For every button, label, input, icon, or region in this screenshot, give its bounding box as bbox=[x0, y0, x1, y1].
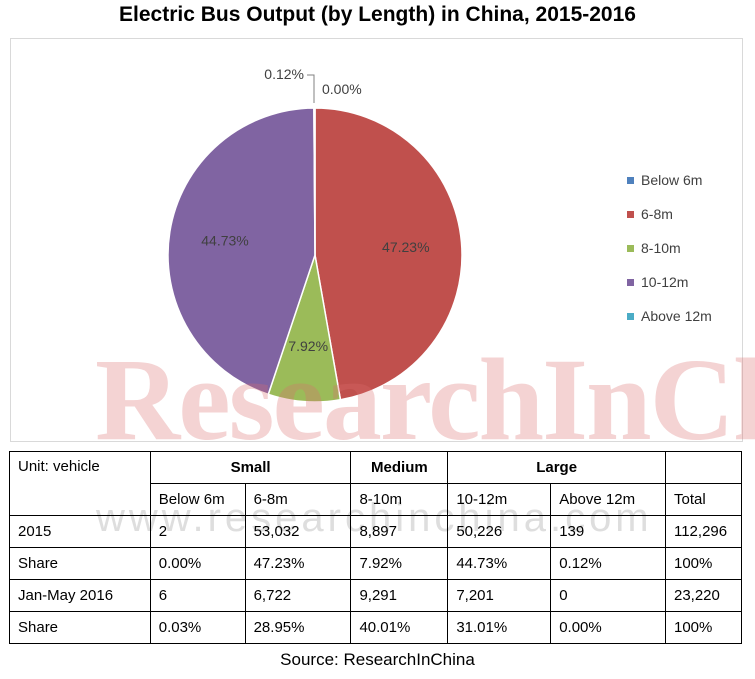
table-row: 2015 2 53,032 8,897 50,226 139 112,296 bbox=[9, 515, 743, 548]
table-cell: 112,296 bbox=[664, 515, 743, 548]
table-cell: 8,897 bbox=[350, 515, 449, 548]
legend-label: 8-10m bbox=[641, 240, 681, 256]
legend-swatch bbox=[627, 279, 634, 286]
table-cell: 0.12% bbox=[550, 547, 666, 580]
pie-slices bbox=[167, 107, 463, 403]
group-empty bbox=[664, 451, 743, 484]
pie-slice-10-12m bbox=[167, 107, 316, 396]
table-cell: 7.92% bbox=[350, 547, 449, 580]
table-cell: 44.73% bbox=[447, 547, 552, 580]
table-cell: 9,291 bbox=[350, 579, 449, 612]
legend-label: 10-12m bbox=[641, 274, 688, 290]
leader-lines bbox=[307, 74, 315, 103]
legend: Below 6m 6-8m 8-10m 10-12m Above 12m bbox=[627, 172, 712, 324]
table-cell: 0.00% bbox=[550, 611, 666, 644]
header-8-10m: 8-10m bbox=[350, 483, 449, 516]
leader-line bbox=[307, 74, 315, 103]
table-header-row: Below 6m 6-8m 8-10m 10-12m Above 12m Tot… bbox=[10, 483, 743, 516]
table-cell: 6 bbox=[149, 579, 246, 612]
table-cell: 139 bbox=[550, 515, 666, 548]
legend-swatch bbox=[627, 211, 634, 218]
chart-area: 0.00% 47.23% 7.92% 44.73% 0.12% Below 6m 6-8m… bbox=[10, 38, 743, 442]
group-large: Large bbox=[447, 451, 666, 484]
table-group-row: Unit: vehicle Small Medium Large bbox=[9, 451, 743, 516]
source-note: Source: ResearchInChina bbox=[280, 650, 475, 669]
table-cell: 50,226 bbox=[447, 515, 552, 548]
table-cell: 23,220 bbox=[664, 579, 743, 612]
table-cell: 47.23% bbox=[244, 547, 352, 580]
group-medium: Medium bbox=[350, 451, 449, 484]
legend-swatch bbox=[627, 313, 634, 320]
table-cell: 40.01% bbox=[350, 611, 449, 644]
table-cell: 100% bbox=[664, 547, 743, 580]
legend-label: Below 6m bbox=[641, 172, 702, 188]
table-cell: 28.95% bbox=[244, 611, 352, 644]
table-cell: 31.01% bbox=[447, 611, 552, 644]
legend-swatch bbox=[627, 245, 634, 252]
legend-swatch bbox=[627, 177, 634, 184]
header-10-12m: 10-12m bbox=[447, 483, 552, 516]
row-label: Share bbox=[9, 611, 151, 644]
table-cell: 0.00% bbox=[149, 547, 246, 580]
table-cell: 53,032 bbox=[244, 515, 352, 548]
table-cell: 7,201 bbox=[447, 579, 552, 612]
pie-chart: 0.00% 47.23% 7.92% 44.73% 0.12% Below 6m 6-8m… bbox=[167, 66, 712, 403]
legend-label: 6-8m bbox=[641, 206, 673, 222]
header-total: Total bbox=[664, 483, 743, 516]
row-label: 2015 bbox=[9, 515, 151, 548]
chart-title: Electric Bus Output (by Length) in China… bbox=[119, 3, 636, 26]
header-above-12m: Above 12m bbox=[550, 483, 666, 516]
data-label: 0.12% bbox=[264, 66, 304, 82]
table-cell: 2 bbox=[149, 515, 246, 548]
legend-label: Above 12m bbox=[641, 308, 712, 324]
pie-slice-above-12m bbox=[313, 107, 316, 256]
group-small: Small bbox=[149, 451, 352, 484]
table-cell: 100% bbox=[664, 611, 743, 644]
unit-label: Unit: vehicle bbox=[9, 451, 151, 516]
row-label: Jan-May 2016 bbox=[9, 579, 151, 612]
table-row: Share 0.00% 47.23% 7.92% 44.73% 0.12% 10… bbox=[9, 547, 743, 580]
table-cell: 0 bbox=[550, 579, 666, 612]
data-label: 0.00% bbox=[322, 81, 362, 97]
header-below-6m: Below 6m bbox=[149, 483, 246, 516]
pie-slice-6-8m bbox=[314, 107, 463, 401]
table-cell: 6,722 bbox=[244, 579, 352, 612]
table-row: Share 0.03% 28.95% 40.01% 31.01% 0.00% 1… bbox=[9, 611, 743, 644]
data-label: 7.92% bbox=[288, 338, 328, 354]
data-label: 44.73% bbox=[201, 233, 248, 249]
table-cell: 0.03% bbox=[149, 611, 246, 644]
header-6-8m: 6-8m bbox=[244, 483, 352, 516]
data-table: Unit: vehicle Small Medium Large Below 6… bbox=[9, 451, 743, 644]
row-label: Share bbox=[9, 547, 151, 580]
table-row: Jan-May 2016 6 6,722 9,291 7,201 0 23,22… bbox=[9, 579, 743, 612]
data-label: 47.23% bbox=[382, 239, 429, 255]
slice-labels: 0.00% 47.23% 7.92% 44.73% 0.12% bbox=[201, 66, 429, 354]
